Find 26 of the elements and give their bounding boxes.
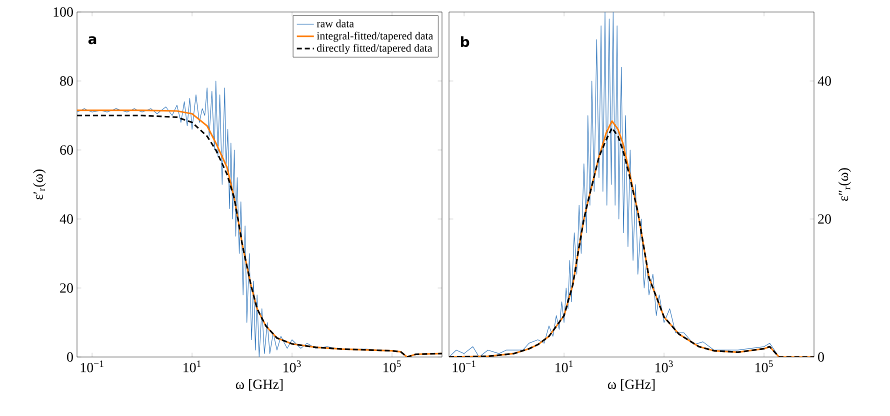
legend-label: raw data: [316, 20, 354, 28]
y-tick-label: 0: [67, 352, 73, 362]
x-tick-label: 10$^{−1}$: [80, 360, 104, 372]
y-tick-label: 40: [60, 214, 73, 224]
legend-label: directly fitted/tapered data: [317, 44, 432, 54]
y-tick-label: 20: [60, 283, 73, 293]
x-tick-label: 10$^{5}$: [384, 360, 401, 372]
x-axis-title: ω [GHz]: [236, 379, 283, 391]
y-tick-label: 100: [54, 7, 73, 17]
x-tick-label: 10$^{1}$: [184, 360, 201, 372]
x-tick-label: 10$^{3}$: [284, 360, 301, 372]
y-tick-label: 80: [60, 76, 73, 86]
y-tick-label: 60: [60, 145, 73, 155]
x-axis-title: ω [GHz]: [608, 379, 655, 391]
x-tick-label: 10$^{1}$: [556, 360, 573, 372]
x-tick-label: 10$^{3}$: [656, 360, 673, 372]
annotation: b: [461, 36, 470, 48]
y2-tick-label: 20: [818, 214, 831, 224]
x-tick-label: 10$^{5}$: [756, 360, 773, 372]
annotation: a: [88, 36, 96, 44]
y2-tick-label: 0: [818, 352, 824, 362]
y2-tick-label: 40: [818, 76, 831, 86]
x-tick-label: 10$^{−1}$: [452, 360, 476, 372]
y-axis-title: ε′$_{r}$(ω): [33, 170, 46, 200]
legend-label: integral-fitted/tapered data: [316, 32, 434, 42]
y2-axis-title: ε″$_{r}$(ω): [838, 168, 851, 201]
